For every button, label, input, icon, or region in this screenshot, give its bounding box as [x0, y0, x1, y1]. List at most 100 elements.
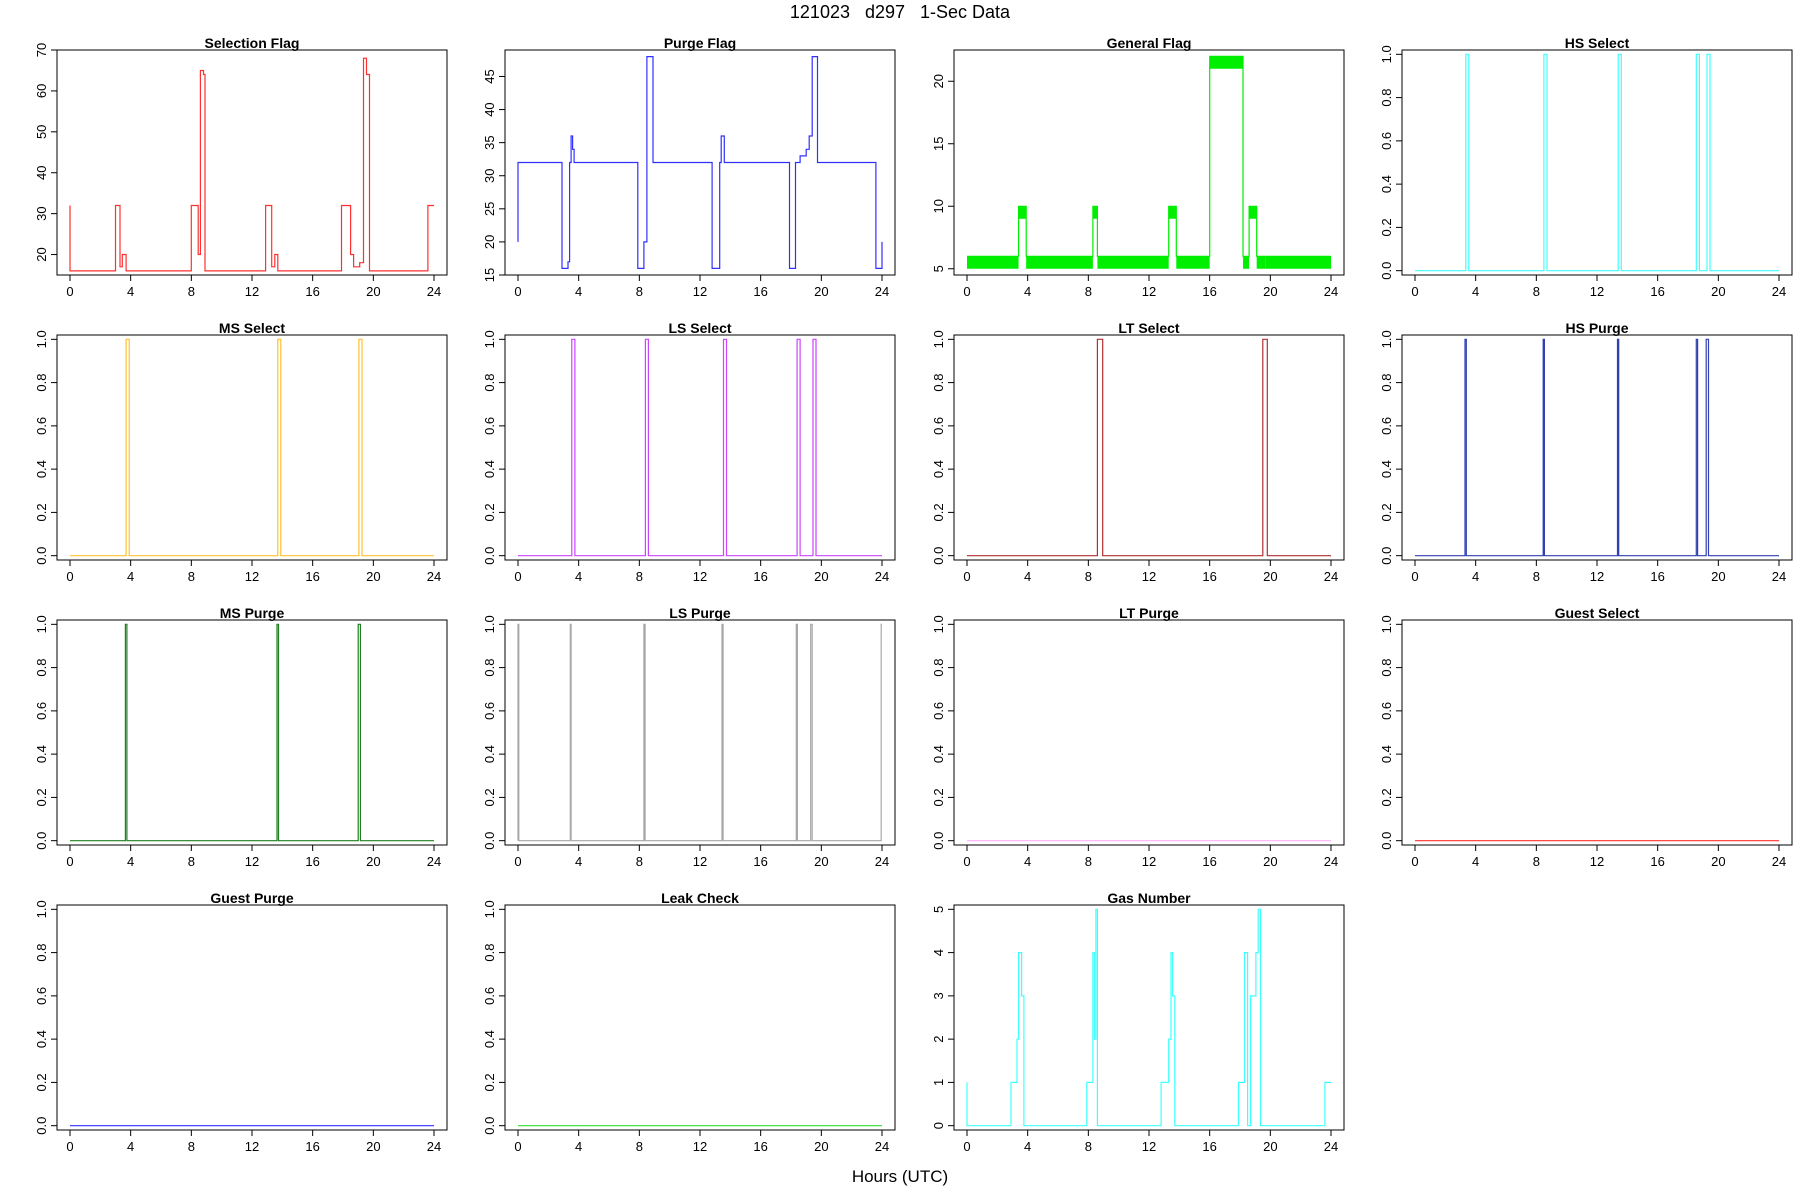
data-band [1026, 256, 1093, 269]
panel-guest-purge: Guest Purge 0 4 8 12 16 20 24 0.0 0.2 0.4 0.6 0.8 1.0 [34, 890, 448, 1154]
x-axis-caption: Hours (UTC) [851, 1167, 949, 1186]
x-tick-label: 20 [366, 854, 380, 869]
plot-frame [1401, 334, 1793, 561]
x-tick-label: 4 [127, 854, 134, 869]
data-band [1256, 256, 1266, 269]
x-tick-label: 12 [1590, 569, 1604, 584]
y-tick-label: 0.4 [931, 460, 946, 478]
data-band [1168, 206, 1177, 219]
plot-frame [56, 904, 448, 1131]
data-band [1243, 256, 1250, 269]
x-tick-label: 8 [636, 854, 643, 869]
panel-title: MS Select [219, 320, 285, 336]
series-line [1415, 53, 1779, 272]
x-tick-label: 20 [1711, 284, 1725, 299]
x-tick-label: 20 [1263, 854, 1277, 869]
x-tick-label: 0 [1411, 569, 1418, 584]
series-line [966, 908, 1331, 1127]
x-tick-label: 4 [1472, 854, 1479, 869]
x-tick-label: 8 [1085, 1139, 1092, 1154]
x-tick-label: 8 [1085, 569, 1092, 584]
x-tick-label: 0 [514, 854, 521, 869]
y-tick-label: 1.0 [482, 900, 497, 918]
y-tick-label: 0.8 [931, 374, 946, 392]
y-tick-label: 0.6 [482, 702, 497, 720]
x-tick-label: 0 [66, 569, 73, 584]
y-tick-label: 20 [482, 235, 497, 249]
y-tick-label: 15 [482, 268, 497, 282]
x-tick-label: 4 [575, 1139, 582, 1154]
x-tick-label: 24 [427, 854, 441, 869]
panel-ms-purge: MS Purge 0 4 8 12 16 20 24 0.0 0.2 0.4 0.6 0.8 1.0 [34, 605, 448, 869]
x-tick-label: 0 [1411, 854, 1418, 869]
data-band [1176, 256, 1210, 269]
x-tick-label: 12 [245, 1139, 259, 1154]
y-tick-label: 0.6 [34, 417, 49, 435]
x-tick-label: 24 [875, 1139, 889, 1154]
plot-frame [504, 334, 896, 561]
x-tick-label: 16 [305, 854, 319, 869]
y-tick-label: 1.0 [931, 615, 946, 633]
x-tick-label: 24 [875, 284, 889, 299]
x-tick-label: 20 [814, 1139, 828, 1154]
y-tick-label: 0.2 [34, 1073, 49, 1091]
x-tick-label: 20 [814, 569, 828, 584]
x-tick-label: 8 [1085, 854, 1092, 869]
x-tick-label: 4 [1024, 854, 1031, 869]
x-tick-label: 0 [1411, 284, 1418, 299]
x-tick-label: 8 [636, 1139, 643, 1154]
y-tick-label: 0.2 [34, 503, 49, 521]
panel-title: Purge Flag [664, 35, 736, 51]
y-tick-label: 2 [931, 1036, 946, 1043]
x-tick-label: 24 [1324, 854, 1338, 869]
data-band [1209, 56, 1244, 69]
y-tick-label: 45 [482, 69, 497, 83]
y-tick-label: 0.4 [482, 745, 497, 763]
x-tick-label: 0 [514, 1139, 521, 1154]
y-tick-label: 0.2 [34, 788, 49, 806]
x-tick-label: 4 [127, 284, 134, 299]
y-tick-label: 1 [931, 1079, 946, 1086]
data-band [967, 256, 1019, 269]
x-tick-label: 4 [1024, 569, 1031, 584]
x-tick-label: 12 [1142, 854, 1156, 869]
y-tick-label: 1.0 [1379, 615, 1394, 633]
y-tick-label: 1.0 [34, 330, 49, 348]
y-tick-label: 30 [34, 206, 49, 220]
panel-leak-check: Leak Check 0 4 8 12 16 20 24 0.0 0.2 0.4 0.6 0.8 1.0 [482, 890, 896, 1154]
x-tick-label: 4 [127, 569, 134, 584]
x-tick-label: 24 [1324, 569, 1338, 584]
series-line [517, 56, 883, 269]
panel-ls-select: LS Select 0 4 8 12 16 20 24 0.0 0.2 0.4 0.6 0.8 1.0 [482, 320, 896, 584]
x-tick-label: 16 [1202, 1139, 1216, 1154]
y-tick-label: 0.0 [931, 547, 946, 565]
x-tick-label: 20 [1711, 569, 1725, 584]
x-tick-label: 20 [366, 1139, 380, 1154]
x-tick-label: 16 [753, 1139, 767, 1154]
x-tick-label: 12 [693, 854, 707, 869]
series-line [69, 57, 434, 272]
x-tick-label: 8 [1533, 854, 1540, 869]
series-line [967, 55, 1331, 257]
x-tick-label: 16 [305, 1139, 319, 1154]
y-tick-label: 4 [931, 949, 946, 956]
data-band [1097, 256, 1169, 269]
panel-title: HS Purge [1565, 320, 1628, 336]
y-tick-label: 0.6 [34, 702, 49, 720]
x-tick-label: 16 [753, 284, 767, 299]
x-tick-label: 12 [245, 284, 259, 299]
panel-ls-purge: LS Purge 0 4 8 12 16 20 24 0.0 0.2 0.4 0.6 0.8 1.0 [482, 605, 896, 869]
y-tick-label: 0.8 [34, 944, 49, 962]
plot-frame [953, 334, 1345, 561]
panel-guest-select: Guest Select 0 4 8 12 16 20 24 0.0 0.2 0.4 0.6 0.8 1.… [1379, 605, 1793, 869]
y-tick-label: 30 [482, 169, 497, 183]
x-tick-label: 0 [514, 284, 521, 299]
y-tick-label: 15 [931, 137, 946, 151]
y-tick-label: 0.2 [1379, 788, 1394, 806]
x-tick-label: 12 [1590, 284, 1604, 299]
y-tick-label: 5 [931, 906, 946, 913]
x-tick-label: 12 [693, 1139, 707, 1154]
y-tick-label: 10 [931, 199, 946, 213]
panel-hs-purge: HS Purge 0 4 8 12 16 20 24 0.0 0.2 0.4 0.6 0.8 1.0 [1379, 320, 1793, 584]
